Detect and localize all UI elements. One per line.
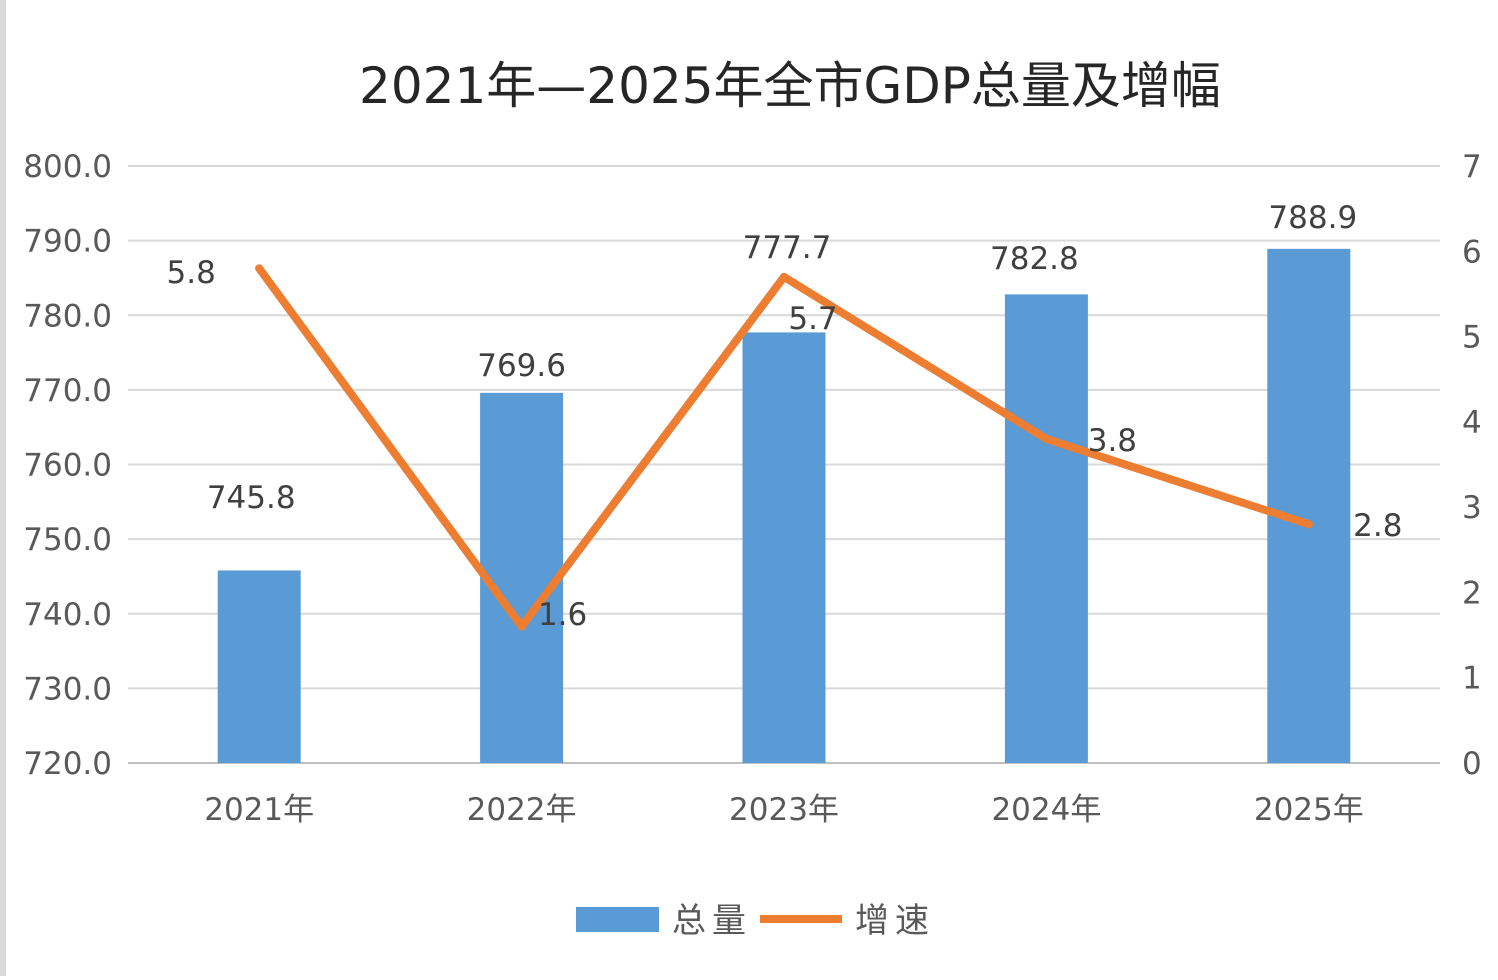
bar-total — [217, 570, 301, 763]
chart-title: 2021年—2025年全市GDP总量及增幅 — [359, 57, 1221, 115]
bar-data-label: 788.9 — [1268, 200, 1357, 236]
x-axis-category-label: 2024年 — [991, 792, 1101, 828]
right-axis-tick-label: 2 — [1462, 575, 1482, 611]
x-axis-category-label: 2021年 — [204, 792, 314, 828]
growth-point — [255, 264, 264, 273]
bar-data-label: 745.8 — [207, 480, 296, 516]
left-axis-tick-label: 790.0 — [23, 224, 112, 260]
bar-data-label: 782.8 — [990, 241, 1079, 277]
right-axis-tick-label: 7 — [1462, 149, 1482, 185]
right-axis-tick-label: 4 — [1462, 405, 1482, 441]
x-axis-category-label: 2022年 — [467, 792, 577, 828]
left-axis-tick-label: 760.0 — [23, 448, 112, 484]
bar-total — [1267, 248, 1351, 764]
line-data-label: 2.8 — [1353, 508, 1402, 544]
growth-point — [1042, 434, 1051, 443]
data-labels: 745.8 769.6 777.7 782.8 788.9 5.8 1.6 5.7 3.8 2.8 — [167, 200, 1403, 633]
bar-data-label: 777.7 — [743, 230, 832, 266]
left-axis-tick-label: 740.0 — [23, 597, 112, 633]
growth-point — [517, 622, 526, 631]
right-axis: 0 1 2 3 4 5 6 7 — [1462, 149, 1482, 782]
left-axis-tick-label: 780.0 — [23, 298, 112, 334]
legend-label-total: 总量 — [672, 901, 752, 941]
bar-total — [480, 392, 564, 763]
chart-border — [0, 0, 6, 976]
legend-label-growth: 增速 — [855, 901, 935, 941]
left-axis-tick-label: 800.0 — [23, 149, 112, 185]
right-axis-tick-label: 3 — [1462, 490, 1482, 526]
left-axis: 720.0 730.0 740.0 750.0 760.0 770.0 780.0 790.0… — [23, 149, 112, 782]
x-axis: 2021年 2022年 2023年 2024年 2025年 — [204, 792, 1364, 828]
bar-series — [217, 248, 1351, 764]
line-series — [255, 264, 1313, 631]
right-axis-tick-label: 6 — [1462, 234, 1482, 270]
line-data-label: 5.7 — [788, 301, 837, 337]
left-axis-tick-label: 730.0 — [23, 671, 112, 707]
legend-swatch-total — [576, 907, 659, 932]
right-axis-tick-label: 1 — [1462, 661, 1482, 697]
right-axis-tick-label: 0 — [1462, 746, 1482, 782]
growth-point — [1304, 520, 1313, 529]
x-axis-category-label: 2023年 — [729, 792, 839, 828]
left-axis-tick-label: 720.0 — [23, 746, 112, 782]
left-axis-tick-label: 750.0 — [23, 522, 112, 558]
line-data-label: 5.8 — [167, 255, 216, 291]
line-data-label: 3.8 — [1088, 423, 1137, 459]
growth-point — [780, 272, 788, 281]
bar-data-label: 769.6 — [477, 348, 566, 384]
x-axis-category-label: 2025年 — [1254, 792, 1364, 828]
left-axis-tick-label: 770.0 — [23, 373, 112, 409]
line-data-label: 1.6 — [538, 597, 587, 633]
bar-total — [1004, 294, 1088, 763]
legend: 总量 增速 — [576, 901, 935, 941]
right-axis-tick-label: 5 — [1462, 320, 1482, 356]
bar-total — [742, 332, 826, 763]
